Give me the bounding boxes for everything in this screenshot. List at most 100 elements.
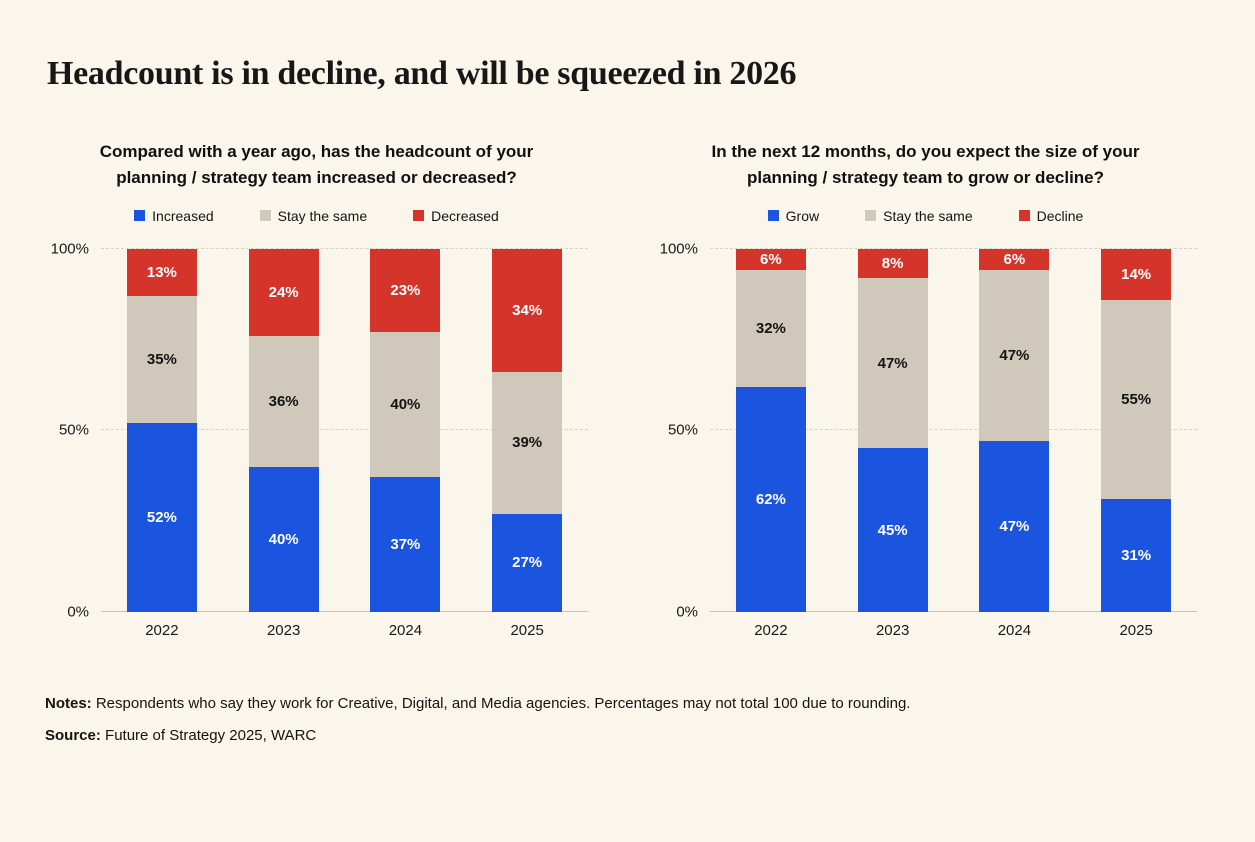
legend-item: Stay the same — [259, 208, 367, 224]
segment-value-label: 27% — [512, 554, 543, 572]
x-axis-label: 2025 — [1119, 621, 1153, 639]
segment-value-label: 47% — [999, 347, 1030, 365]
chart-headcount-future: In the next 12 months, do you expect the… — [654, 139, 1197, 639]
legend-swatch-icon — [413, 210, 425, 222]
segment-value-label: 45% — [877, 521, 908, 539]
source-label: Source: — [45, 726, 101, 744]
y-tick-label: 0% — [67, 603, 89, 621]
legend-item: Decreased — [413, 208, 499, 224]
bar: 27% 39% 34% — [492, 248, 563, 612]
bars: 52% 35% 13% 40% 36% 24% 37% 40% 23% 27% 39% 34% — [101, 248, 588, 612]
source-line: Source: Future of Strategy 2025, WARC — [45, 727, 1197, 744]
bar-column: 40% 36% 24% — [223, 248, 345, 612]
legend-item: Increased — [134, 207, 214, 224]
legend-label: Decreased — [431, 207, 499, 224]
legend: Grow Stay the same Decline — [654, 208, 1197, 224]
notes-label: Notes: — [45, 694, 92, 712]
plot: 0% 50% 100% 62% 32% 6% 45% 47% 8% 47% 47% 6% 31% 55% 1… — [660, 241, 1197, 619]
notes-line: Notes: Respondents who say they work for… — [45, 695, 1197, 712]
segment-value-label: 13% — [146, 263, 177, 281]
gridline — [710, 247, 1197, 249]
legend-item: Grow — [767, 207, 820, 224]
page-title: Headcount is in decline, and will be squ… — [47, 55, 797, 92]
legend-swatch-icon — [865, 210, 877, 222]
bar: 52% 35% 13% — [126, 248, 197, 612]
bar-segment: 45% — [857, 448, 928, 612]
bar-segment: 39% — [492, 372, 563, 514]
charts-row: Compared with a year ago, has the headco… — [45, 139, 1197, 639]
segment-value-label: 39% — [512, 434, 543, 452]
bar: 62% 32% 6% — [735, 248, 806, 612]
segment-value-label: 31% — [1121, 546, 1152, 564]
legend-swatch-icon — [259, 210, 271, 222]
bar: 40% 36% 24% — [248, 248, 319, 612]
legend-label: Decline — [1036, 207, 1084, 224]
legend-item: Decline — [1018, 207, 1084, 224]
plot: 0% 50% 100% 52% 35% 13% 40% 36% 24% 37% 40% 23% 27% 3… — [51, 241, 588, 619]
legend-label: Grow — [785, 207, 820, 224]
bar-segment: 47% — [979, 270, 1050, 442]
bar-segment: 6% — [735, 248, 806, 271]
chart-headcount-past: Compared with a year ago, has the headco… — [45, 139, 588, 639]
bar-column: 62% 32% 6% — [710, 248, 832, 612]
bar-segment: 62% — [735, 386, 806, 612]
segment-value-label: 8% — [881, 254, 904, 272]
bar-segment: 23% — [370, 248, 441, 333]
bar-column: 45% 47% 8% — [832, 248, 954, 612]
bar-segment: 32% — [735, 270, 806, 387]
chart-title: In the next 12 months, do you expect the… — [711, 142, 1140, 188]
segment-value-label: 47% — [999, 517, 1030, 535]
bar-segment: 24% — [248, 248, 319, 336]
footer: Notes: Respondents who say they work for… — [45, 695, 1197, 744]
x-axis-label: 2024 — [388, 621, 423, 639]
bar-segment: 13% — [126, 248, 197, 296]
segment-value-label: 40% — [390, 396, 421, 414]
bar-column: 31% 55% 14% — [1075, 248, 1197, 612]
legend-swatch-icon — [1018, 210, 1030, 222]
segment-value-label: 14% — [1121, 265, 1152, 283]
x-axis-label: 2023 — [875, 621, 910, 639]
gridline — [710, 610, 1197, 612]
segment-value-label: 55% — [1121, 390, 1152, 408]
y-tick-label: 50% — [58, 421, 89, 439]
segment-value-label: 40% — [268, 530, 299, 548]
x-axis-label: 2024 — [997, 621, 1032, 639]
bar-segment: 40% — [248, 466, 319, 612]
segment-value-label: 35% — [146, 350, 177, 368]
y-tick-label: 0% — [676, 603, 698, 621]
y-tick-label: 50% — [667, 421, 698, 439]
bar-segment: 55% — [1101, 299, 1172, 500]
x-axis-label: 2022 — [754, 621, 788, 639]
legend: Increased Stay the same Decreased — [45, 208, 588, 224]
chart-title: Compared with a year ago, has the headco… — [99, 142, 534, 188]
segment-value-label: 6% — [760, 251, 782, 269]
bar-column: 37% 40% 23% — [345, 248, 467, 612]
bar-segment: 52% — [126, 422, 197, 612]
legend-label: Stay the same — [883, 207, 973, 224]
segment-value-label: 34% — [512, 301, 543, 319]
segment-value-label: 52% — [146, 508, 177, 526]
segment-value-label: 23% — [390, 281, 421, 299]
gridline — [710, 429, 1197, 431]
x-axis-label: 2022 — [145, 621, 179, 639]
bar-segment: 47% — [857, 277, 928, 449]
bar-column: 52% 35% 13% — [101, 248, 223, 612]
y-tick-label: 100% — [50, 240, 89, 258]
bar-column: 47% 47% 6% — [954, 248, 1076, 612]
bar: 37% 40% 23% — [370, 248, 441, 612]
bar-segment: 47% — [979, 441, 1050, 612]
legend-item: Stay the same — [865, 208, 973, 224]
legend-label: Increased — [152, 207, 214, 224]
bar: 45% 47% 8% — [857, 248, 928, 612]
bars: 62% 32% 6% 45% 47% 8% 47% 47% 6% 31% 55% 14% — [710, 248, 1197, 612]
segment-value-label: 24% — [268, 283, 299, 301]
bar-segment: 14% — [1101, 248, 1172, 300]
bar-segment: 6% — [979, 248, 1050, 271]
bar-segment: 35% — [126, 295, 197, 423]
bar-segment: 40% — [370, 332, 441, 478]
legend-swatch-icon — [767, 210, 779, 222]
gridline — [101, 247, 588, 249]
x-axis-label: 2023 — [266, 621, 301, 639]
bar-segment: 37% — [370, 477, 441, 612]
bar: 31% 55% 14% — [1101, 248, 1172, 612]
